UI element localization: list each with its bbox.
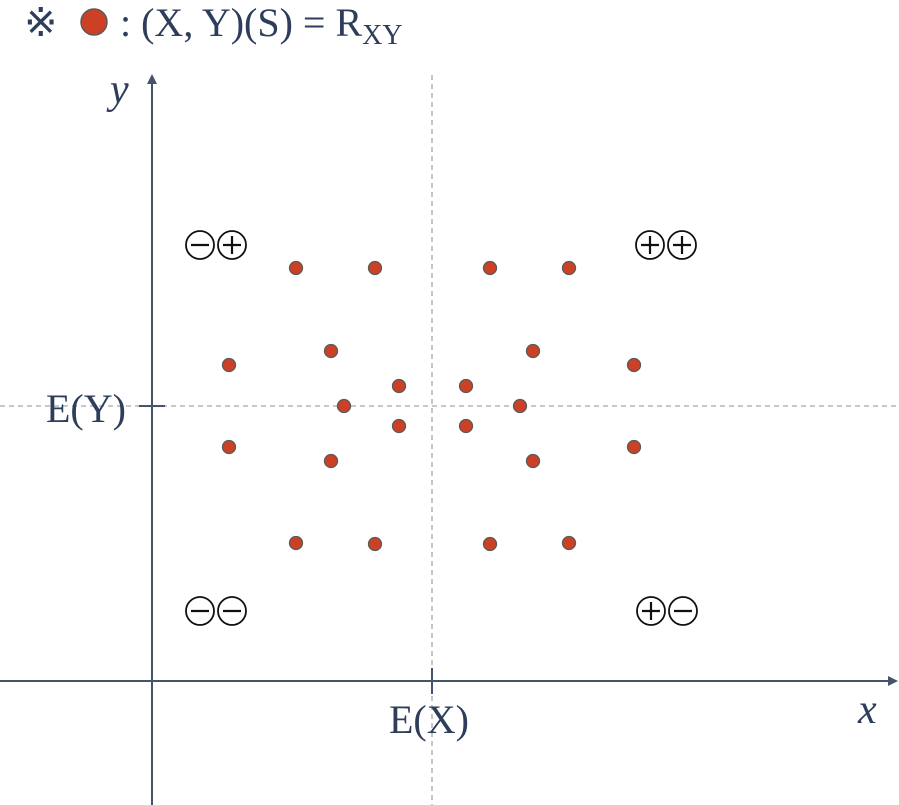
data-point-10: [458, 378, 474, 394]
data-point-2: [367, 260, 383, 276]
data-point-16: [323, 453, 339, 469]
quadrant-top-right-plus-icon: [635, 230, 665, 260]
quadrant-bottom-right-minus-icon: [668, 596, 698, 626]
data-point-9: [391, 378, 407, 394]
mean-y-label: E(Y): [46, 386, 126, 431]
quadrant-top-left-minus-icon: [185, 230, 215, 260]
data-point-3: [482, 260, 498, 276]
data-point-21: [482, 536, 498, 552]
data-point-6: [323, 343, 339, 359]
data-point-4: [561, 260, 577, 276]
x-axis-label: x: [857, 687, 877, 733]
data-point-7: [525, 343, 541, 359]
legend-formula: : (X, Y)(S) = RXY: [120, 0, 403, 51]
data-point-17: [525, 453, 541, 469]
data-point-12: [512, 398, 528, 414]
legend-reference-mark: ※: [24, 0, 58, 45]
data-point-15: [221, 439, 237, 455]
data-point-11: [336, 398, 352, 414]
quadrant-bottom-left-minus-icon: [185, 596, 215, 626]
quadrant-top-right-plus-icon: [667, 230, 697, 260]
legend-formula-main: : (X, Y)(S) = R: [120, 0, 362, 45]
mean-x-label: E(X): [389, 697, 469, 742]
quadrant-bottom-right-plus-icon: [636, 596, 666, 626]
data-point-14: [458, 418, 474, 434]
data-point-18: [626, 439, 642, 455]
legend-formula-subscript: XY: [362, 20, 402, 51]
quadrant-bottom-left-minus-icon: [217, 596, 247, 626]
data-point-5: [221, 357, 237, 373]
y-axis-label: y: [106, 67, 129, 113]
legend-point-marker: [80, 8, 108, 36]
data-point-1: [288, 260, 304, 276]
data-point-13: [391, 418, 407, 434]
data-point-22: [561, 535, 577, 551]
legend: ※ : (X, Y)(S) = RXY: [24, 0, 403, 51]
quadrant-top-left-plus-icon: [217, 230, 247, 260]
data-point-19: [288, 535, 304, 551]
data-point-20: [367, 536, 383, 552]
data-point-8: [626, 357, 642, 373]
quadrant-signs: [185, 230, 698, 626]
scatter-points: [221, 260, 642, 552]
